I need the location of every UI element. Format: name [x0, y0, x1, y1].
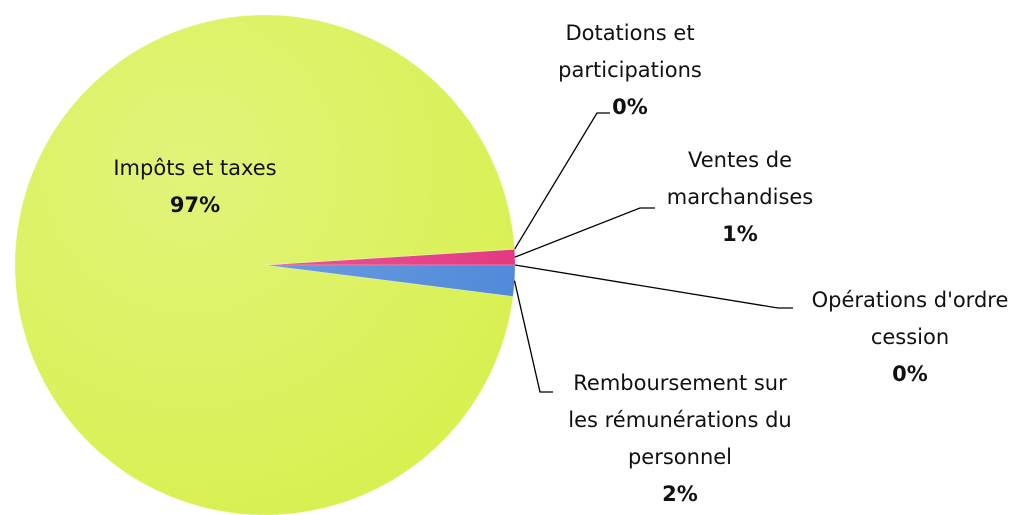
- value-label: 97%: [169, 193, 221, 217]
- data-label: Opérations d'ordre cession 0%: [795, 282, 1025, 393]
- data-label: Ventes de marchandises 1%: [650, 142, 830, 253]
- value-label: 0%: [892, 362, 928, 386]
- leader-line: [514, 207, 655, 258]
- data-label: Impôts et taxes 97%: [75, 150, 315, 224]
- category-label: Opérations d'ordre cession: [811, 288, 1009, 349]
- data-label: Dotations et participations 0%: [540, 15, 720, 126]
- category-label: Dotations et participations: [558, 21, 702, 82]
- value-label: 1%: [722, 222, 758, 246]
- category-label: Impôts et taxes: [113, 156, 277, 180]
- category-label: Remboursement sur les rémunérations du p…: [568, 371, 792, 469]
- leader-line: [513, 280, 553, 393]
- value-label: 2%: [662, 482, 698, 506]
- value-label: 0%: [612, 95, 648, 119]
- leader-line: [514, 264, 793, 309]
- data-label: Remboursement sur les rémunérations du p…: [560, 365, 800, 513]
- category-label: Ventes de marchandises: [666, 148, 814, 209]
- leader-line: [513, 112, 610, 250]
